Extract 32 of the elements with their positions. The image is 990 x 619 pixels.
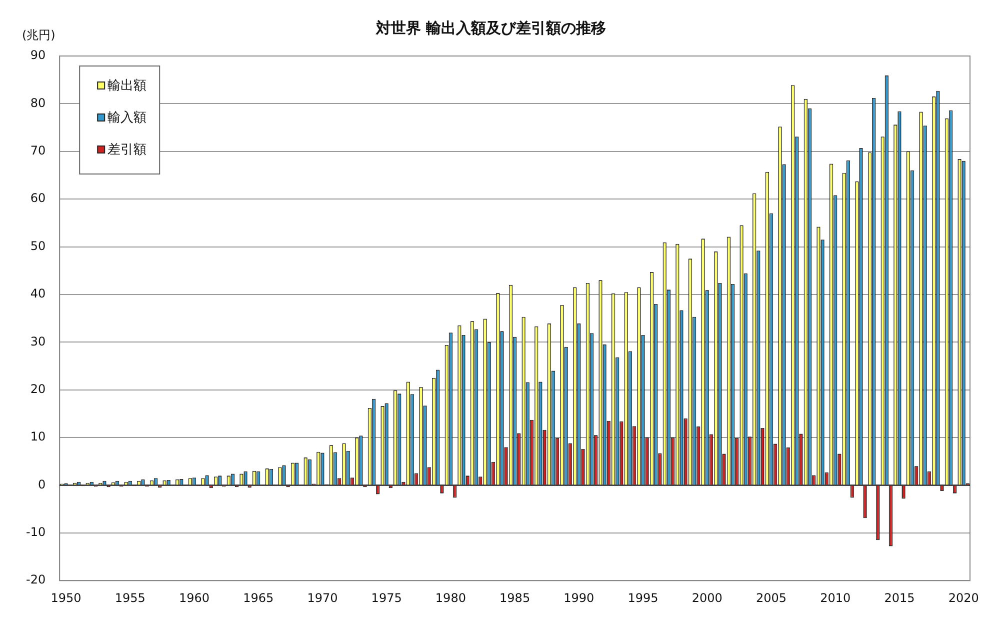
y-tick-label: 80 <box>30 96 46 110</box>
y-tick-label: 10 <box>30 430 46 444</box>
x-tick-label: 1965 <box>243 590 274 605</box>
x-tick-label: 1995 <box>628 590 658 605</box>
x-tick-label: 2015 <box>884 590 915 605</box>
x-tick-label: 1950 <box>50 590 82 605</box>
x-tick-label: 2005 <box>756 590 787 605</box>
x-tick-label: 1955 <box>114 590 146 605</box>
y-tick-label: 40 <box>30 286 46 301</box>
x-tick-label: 2000 <box>692 590 722 605</box>
y-tick-label: 90 <box>30 48 46 62</box>
y-tick-label: -10 <box>26 525 46 540</box>
y-tick-label: 50 <box>30 238 46 253</box>
y-axis-title: (兆円) <box>22 28 56 42</box>
x-tick-label: 1970 <box>307 590 338 605</box>
y-tick-label: 30 <box>30 334 46 348</box>
y-tick-label: 0 <box>38 477 46 492</box>
y-tick-label: 60 <box>30 191 46 206</box>
y-tick-label: -20 <box>26 572 46 587</box>
x-tick-label: 1990 <box>564 590 594 605</box>
legend-label: 輸出額 <box>108 78 147 94</box>
x-tick-label: 1960 <box>178 590 210 605</box>
x-tick-label: 1985 <box>500 590 530 605</box>
chart-title: 対世界 輸出入額及び差引額の推移 <box>374 18 606 37</box>
x-tick-label: 2020 <box>948 590 979 605</box>
y-tick-label: 20 <box>30 382 46 396</box>
x-tick-label: 1975 <box>371 590 402 605</box>
x-tick-label: 2010 <box>820 590 851 605</box>
y-tick-label: 70 <box>30 144 46 158</box>
legend-label: 輸入額 <box>108 110 147 126</box>
legend-label: 差引額 <box>108 142 147 158</box>
x-tick-label: 1980 <box>435 590 466 605</box>
